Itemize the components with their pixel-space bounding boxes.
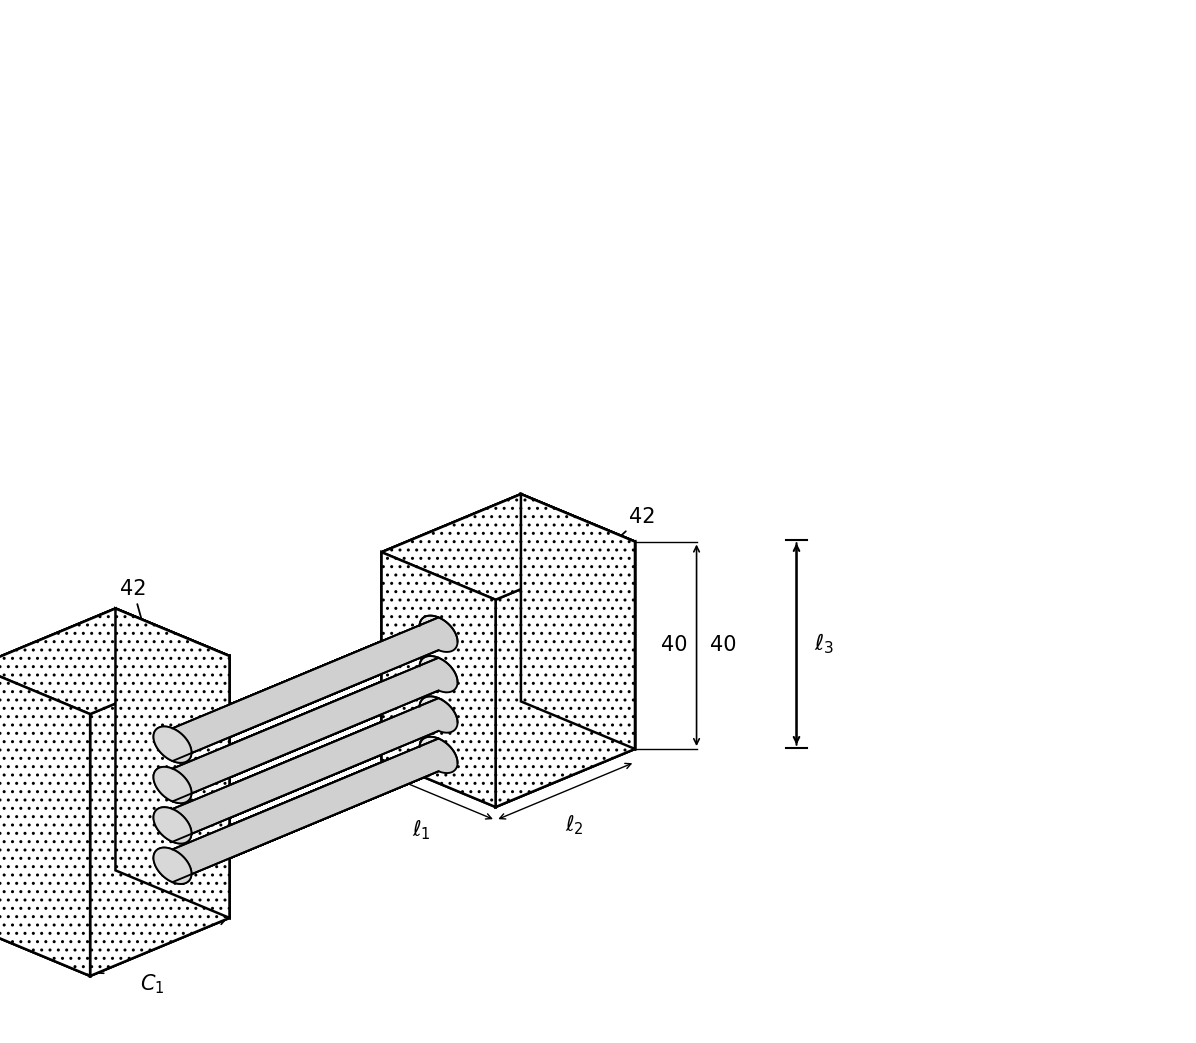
Polygon shape — [144, 811, 182, 848]
Text: 42: 42 — [557, 507, 655, 593]
Polygon shape — [172, 698, 458, 844]
Polygon shape — [0, 666, 90, 976]
Polygon shape — [495, 541, 635, 807]
Text: 40: 40 — [709, 635, 737, 655]
Polygon shape — [153, 807, 191, 844]
Polygon shape — [163, 654, 468, 807]
Polygon shape — [420, 615, 458, 652]
Polygon shape — [144, 730, 182, 767]
Polygon shape — [144, 693, 448, 846]
Polygon shape — [163, 613, 468, 767]
Polygon shape — [163, 734, 468, 888]
Text: 12e: 12e — [336, 779, 373, 798]
Polygon shape — [420, 656, 458, 693]
Polygon shape — [521, 494, 635, 749]
Polygon shape — [495, 541, 635, 807]
Polygon shape — [0, 666, 90, 976]
Polygon shape — [420, 697, 458, 732]
Text: $\ell_2$: $\ell_2$ — [565, 814, 584, 836]
Polygon shape — [172, 738, 458, 883]
Polygon shape — [144, 733, 448, 887]
Polygon shape — [163, 695, 468, 848]
Polygon shape — [144, 693, 448, 846]
Polygon shape — [0, 608, 230, 714]
Polygon shape — [144, 652, 448, 805]
Polygon shape — [153, 727, 191, 762]
Text: 14e: 14e — [336, 738, 373, 757]
Polygon shape — [153, 848, 191, 883]
Polygon shape — [116, 608, 230, 918]
Polygon shape — [144, 851, 182, 888]
Text: 40: 40 — [661, 635, 688, 655]
Polygon shape — [116, 608, 230, 918]
Polygon shape — [144, 771, 182, 807]
Polygon shape — [144, 771, 182, 807]
Polygon shape — [144, 693, 448, 846]
Polygon shape — [153, 656, 439, 801]
Polygon shape — [382, 494, 635, 600]
Polygon shape — [382, 494, 521, 759]
Polygon shape — [163, 654, 468, 807]
Polygon shape — [0, 666, 90, 976]
Polygon shape — [153, 615, 439, 761]
Text: 16e: 16e — [336, 658, 373, 677]
Polygon shape — [153, 807, 191, 844]
Polygon shape — [144, 811, 182, 848]
Polygon shape — [153, 697, 439, 842]
Polygon shape — [420, 736, 458, 773]
Polygon shape — [163, 613, 468, 767]
Polygon shape — [144, 851, 182, 888]
Polygon shape — [90, 656, 230, 976]
Polygon shape — [172, 658, 458, 803]
Polygon shape — [382, 552, 495, 807]
Polygon shape — [163, 613, 468, 767]
Text: $C_1$: $C_1$ — [140, 973, 165, 996]
Polygon shape — [153, 727, 191, 762]
Text: $\ell_1$: $\ell_1$ — [411, 819, 431, 842]
Polygon shape — [144, 733, 448, 887]
Text: $\ell_3$: $\ell_3$ — [814, 632, 834, 656]
Polygon shape — [0, 608, 116, 928]
Polygon shape — [521, 494, 635, 749]
Polygon shape — [382, 494, 635, 600]
Polygon shape — [163, 695, 468, 848]
Polygon shape — [90, 656, 230, 976]
Polygon shape — [495, 541, 635, 807]
Polygon shape — [153, 736, 439, 882]
Polygon shape — [144, 611, 448, 765]
Polygon shape — [144, 611, 448, 765]
Polygon shape — [144, 811, 182, 848]
Polygon shape — [116, 608, 230, 918]
Polygon shape — [144, 771, 182, 807]
Polygon shape — [90, 656, 230, 976]
Polygon shape — [153, 767, 191, 803]
Polygon shape — [163, 695, 468, 848]
Polygon shape — [382, 494, 635, 600]
Polygon shape — [144, 730, 182, 767]
Text: 42: 42 — [120, 579, 165, 699]
Polygon shape — [0, 608, 230, 714]
Polygon shape — [144, 611, 448, 765]
Polygon shape — [382, 552, 495, 807]
Polygon shape — [163, 734, 468, 888]
Polygon shape — [163, 654, 468, 807]
Polygon shape — [144, 851, 182, 888]
Polygon shape — [521, 494, 635, 749]
Polygon shape — [163, 734, 468, 888]
Polygon shape — [144, 652, 448, 805]
Polygon shape — [0, 608, 230, 714]
Polygon shape — [172, 617, 458, 762]
Polygon shape — [144, 652, 448, 805]
Polygon shape — [153, 848, 191, 883]
Text: 16e: 16e — [336, 698, 373, 718]
Polygon shape — [144, 733, 448, 887]
Polygon shape — [153, 767, 191, 803]
Polygon shape — [144, 730, 182, 767]
